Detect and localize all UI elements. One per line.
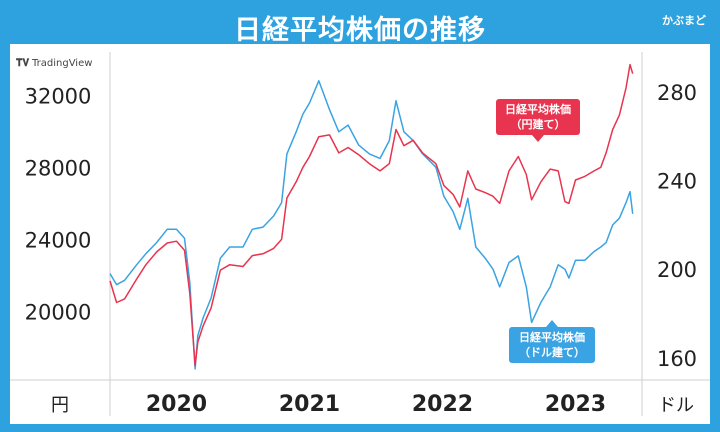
left-unit-label: 円 [51,395,69,416]
x-tick-label: 2021 [279,392,340,417]
svg-text:𝐓𝐕: 𝐓𝐕 [16,57,29,69]
header: 日経平均株価の推移 かぶまど [0,0,720,52]
x-tick-label: 2022 [412,392,473,417]
y-left-tick-label: 28000 [25,156,92,180]
y-right-tick-label: 240 [657,170,697,194]
y-left-tick-label: 24000 [25,228,92,252]
y-left-tick-label: 20000 [25,301,92,325]
x-tick-label: 2023 [545,392,606,417]
chart-background [10,44,710,424]
chart-svg: 20000 24000 28000 32000 160 200 240 280 2020 2021… [10,44,710,424]
right-unit-label: ドル [658,395,694,416]
page-title: 日経平均株価の推移 [234,15,486,46]
y-right-tick-label: 200 [657,258,697,282]
yen-series-callout: 日経平均株価（円建て） [496,99,580,142]
yen-series-callout-text: 日経平均株価 [505,102,571,116]
usd-series-callout-text: （ドル建て） [519,345,585,359]
yen-series-line [109,63,634,367]
chart-panel: 20000 24000 28000 32000 160 200 240 280 2020 2021… [10,44,710,424]
watermark-text: TradingView [31,58,92,69]
y-right-tick-label: 160 [657,347,697,371]
usd-series-callout-text: 日経平均株価 [519,330,585,344]
brand-logo: かぶまど [662,14,706,27]
yen-series-callout-text: （円建て） [511,117,566,131]
y-right-tick-label: 280 [657,81,697,105]
tradingview-watermark: 𝐓𝐕 TradingView [16,57,92,69]
y-left-tick-label: 32000 [25,84,92,108]
usd-series-callout: 日経平均株価（ドル建て） [509,320,595,363]
x-tick-label: 2020 [146,392,207,417]
